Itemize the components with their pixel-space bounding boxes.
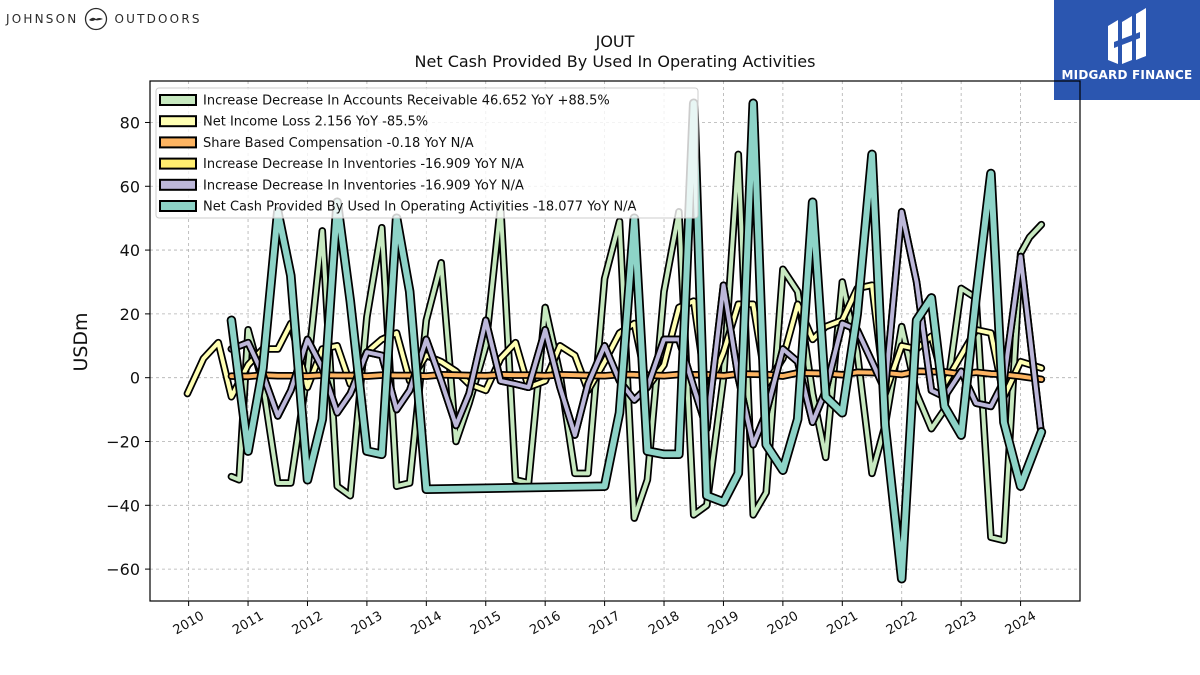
series-line [229, 209, 1044, 447]
legend: Increase Decrease In Accounts Receivable… [155, 87, 699, 219]
x-tick-label: 2017 [587, 609, 623, 639]
legend-label: Net Income Loss 2.156 YoY -85.5% [203, 115, 428, 130]
legend-swatch [159, 115, 197, 128]
legend-entry: Net Income Loss 2.156 YoY -85.5% [159, 115, 428, 130]
logo-text-outdoors: OUTDOORS [114, 12, 202, 26]
y-tick-label: 60 [120, 177, 140, 196]
legend-swatch [159, 200, 197, 212]
legend-entry: Increase Decrease In Accounts Receivable… [159, 94, 610, 109]
legend-box [155, 87, 699, 219]
series-line [228, 100, 1045, 582]
y-axis-label: USDm [70, 312, 92, 371]
midgard-finance-logo: MIDGARD FINANCE [1054, 0, 1200, 100]
legend-entry: Increase Decrease In Inventories -16.909… [159, 157, 524, 172]
y-tick-label: 0 [130, 369, 140, 388]
x-tick-label: 2012 [290, 609, 326, 639]
series-4 [227, 208, 1046, 449]
johnson-outdoors-logo: JOHNSON OUTDOORS [6, 6, 202, 32]
logo-text-johnson: JOHNSON [6, 12, 79, 26]
legend-label: Net Cash Provided By Used In Operating A… [203, 200, 637, 215]
x-tick-label: 2022 [884, 609, 920, 639]
y-tick-label: 40 [120, 241, 140, 260]
chart-title: JOUT [595, 32, 635, 51]
series-line [229, 369, 1044, 382]
x-tick-label: 2023 [943, 609, 979, 639]
x-tick-label: 2018 [646, 609, 682, 639]
x-tick-label: 2020 [765, 609, 801, 639]
chart-subtitle: Net Cash Provided By Used In Operating A… [414, 52, 816, 71]
legend-entry: Net Cash Provided By Used In Operating A… [159, 200, 637, 215]
legend-swatch [159, 157, 197, 170]
x-tick-label: 2019 [706, 609, 742, 639]
legend-swatch [159, 136, 197, 149]
y-axis: 80 60 40 20 0 −20 −40 −60 [106, 113, 150, 579]
x-tick-label: 2015 [468, 609, 504, 639]
legend-swatch [159, 178, 197, 191]
plot-frame [149, 80, 1081, 602]
legend-label: Increase Decrease In Inventories -16.909… [203, 178, 524, 193]
series-lines [183, 98, 1047, 584]
midgard-mark-icon [1108, 8, 1146, 64]
series-5 [226, 98, 1047, 584]
x-axis: 2010 2011 2012 2013 2014 2015 2016 2017 2018 2019… [171, 601, 1039, 638]
legend-label: Increase Decrease In Inventories -16.909… [203, 157, 524, 172]
y-tick-label: −40 [106, 496, 140, 515]
legend-label: Share Based Compensation -0.18 YoY N/A [203, 136, 474, 151]
x-tick-label: 2021 [824, 609, 860, 639]
y-tick-label: −60 [106, 560, 140, 579]
y-tick-label: −20 [106, 432, 140, 451]
y-tick-label: 20 [120, 305, 140, 324]
series-2 [227, 367, 1046, 384]
y-tick-label: 80 [120, 113, 140, 132]
legend-label: Increase Decrease In Accounts Receivable… [203, 94, 610, 109]
x-tick-label: 2013 [349, 609, 385, 639]
x-tick-label: 2024 [1003, 609, 1039, 639]
x-tick-label: 2010 [171, 609, 207, 639]
legend-entry: Share Based Compensation -0.18 YoY N/A [159, 136, 474, 151]
x-tick-label: 2011 [230, 609, 266, 639]
x-tick-label: 2014 [408, 609, 444, 639]
duck-emblem-icon [85, 7, 108, 31]
legend-entry: Increase Decrease In Inventories -16.909… [159, 178, 524, 193]
legend-swatch [159, 94, 197, 106]
x-tick-label: 2016 [527, 609, 563, 639]
midgard-finance-label: MIDGARD FINANCE [1061, 68, 1193, 82]
